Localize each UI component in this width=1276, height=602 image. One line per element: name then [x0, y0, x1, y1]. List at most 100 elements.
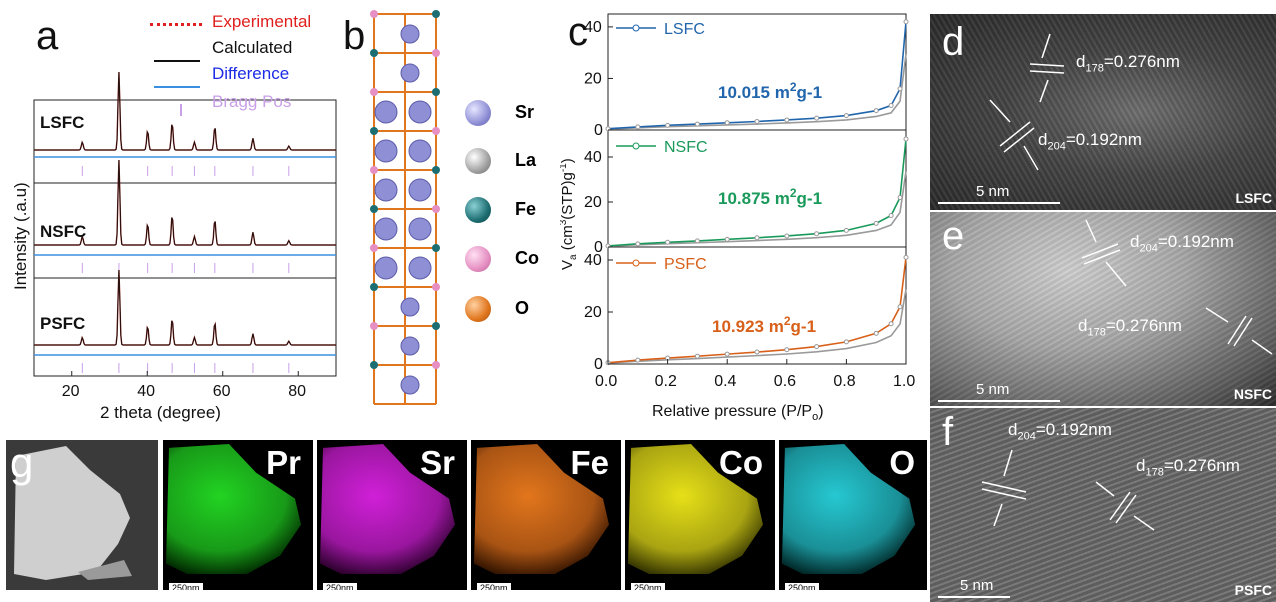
bet-point — [635, 357, 641, 363]
d-spacing-1: d178=0.276nm — [1076, 52, 1180, 75]
bet-desorption-lsfc — [607, 21, 907, 130]
atom-b-site — [432, 244, 440, 252]
sample-f: PSFC — [1234, 582, 1272, 598]
xrd-calc-psfc — [34, 269, 336, 346]
bet-point — [784, 347, 790, 353]
atom-b-site — [370, 283, 378, 291]
atom-sr-swatch — [465, 100, 491, 126]
atom-sr — [400, 63, 420, 83]
eds-map-o: O 250nm — [779, 440, 927, 590]
particle-silhouette — [14, 446, 132, 580]
sample-e: NSFC — [1233, 386, 1272, 402]
eds-label-co: Co — [719, 444, 763, 481]
legend-bragg-swatch — [180, 104, 182, 116]
panel-a-label: a — [36, 14, 59, 58]
bet-point — [873, 330, 879, 336]
bet-legend-lsfc: LSFC — [616, 21, 705, 38]
bet-point — [635, 241, 641, 247]
atom-b-site — [370, 166, 378, 174]
eds-scale-o: 250nm — [785, 583, 819, 590]
atom-sr — [374, 100, 398, 124]
atom-b-site — [432, 205, 440, 213]
atom-fe-label: Fe — [515, 199, 537, 219]
eds-map-pr: Pr 250nm — [163, 440, 313, 590]
bet-ytick-label: 20 — [584, 194, 602, 211]
bet-point — [897, 86, 903, 92]
bet-point — [724, 351, 730, 357]
panel-g-label: g — [10, 440, 34, 486]
bet-point — [873, 108, 879, 114]
bet-xtick-label: 1.0 — [893, 373, 915, 390]
atom-sr — [400, 297, 420, 317]
bet-legend-nsfc: NSFC — [616, 139, 708, 156]
hrtem-image-psfc: f d204=0.192nm d178=0.276nm 5 nm PSFC — [930, 408, 1276, 602]
atom-sr — [408, 178, 432, 202]
bet-xtick-label: 0.6 — [774, 373, 796, 390]
lattice-markers-f — [981, 449, 1155, 531]
atom-sr — [408, 256, 432, 280]
atom-co-swatch — [465, 246, 491, 272]
bet-point — [694, 353, 700, 359]
legend-calculated: Calculated — [212, 38, 293, 57]
atom-sr — [374, 256, 398, 280]
bet-point — [873, 220, 879, 226]
e-spacing-1: d204=0.192nm — [1130, 232, 1234, 255]
bet-xtick-label: 0.4 — [714, 373, 736, 390]
bet-point — [754, 235, 760, 241]
bet-xtick-label: 0.0 — [595, 373, 617, 390]
xrd-xtick-label: 60 — [213, 383, 231, 400]
atom-sr — [374, 178, 398, 202]
eds-scale-fe: 250nm — [477, 583, 511, 590]
bet-point — [784, 233, 790, 239]
bet-desorption-psfc — [607, 257, 907, 364]
atom-b-site — [432, 88, 440, 96]
xrd-calc-lsfc — [34, 71, 336, 151]
bet-adsorption-nsfc — [607, 171, 907, 248]
atom-legend: Sr La Fe Co O — [465, 100, 565, 340]
f-spacing-2: d178=0.276nm — [1136, 456, 1240, 479]
bet-ytick-label: 40 — [584, 149, 602, 166]
atom-sr — [400, 24, 420, 44]
atom-o-label: O — [515, 298, 530, 318]
atom-sr — [408, 217, 432, 241]
atom-sr — [374, 139, 398, 163]
hrtem-image-lsfc: d d178=0.276nm d204=0.192nm 5 nm LSFC — [930, 14, 1276, 210]
atom-b-site — [432, 283, 440, 291]
legend-experimental-swatch — [150, 23, 202, 28]
bet-point — [897, 195, 903, 200]
bet-point — [694, 238, 700, 244]
bet-ytick-label: 0 — [594, 356, 603, 373]
bet-ylabel: Va (cm3(STP)g-1) — [560, 158, 579, 270]
atom-sr — [408, 139, 432, 163]
bet-point — [665, 239, 671, 245]
atom-b-site — [370, 10, 378, 18]
atom-b-site — [370, 49, 378, 57]
bet-point — [724, 236, 730, 242]
bet-ytick-label: 40 — [584, 252, 602, 269]
eds-label-sr: Sr — [420, 444, 455, 481]
xrd-sample-psfc: PSFC — [40, 314, 86, 333]
crystal-structure — [370, 10, 440, 405]
atom-b-site — [432, 322, 440, 330]
bet-area-psfc: 10.923 m2g-1 — [712, 314, 816, 336]
atom-fe-swatch — [465, 197, 491, 223]
atom-b-site — [432, 10, 440, 18]
bet-point — [814, 344, 820, 350]
hrtem-image-nsfc: e d204=0.192nm d178=0.276nm 5 nm NSFC — [930, 212, 1276, 406]
atom-b-site — [370, 88, 378, 96]
atom-sr-label: Sr — [515, 102, 535, 122]
lattice-markers-e — [1081, 219, 1273, 355]
panel-e-label: e — [942, 214, 965, 258]
bet-legend-nsfc-text: NSFC — [664, 139, 708, 156]
atom-b-site — [432, 127, 440, 135]
bet-point — [897, 304, 903, 310]
bet-point — [843, 227, 849, 233]
bet-ytick-label: 40 — [584, 19, 602, 36]
atom-o-swatch — [465, 296, 491, 322]
sample-d: LSFC — [1235, 190, 1272, 206]
atom-sr — [400, 336, 420, 356]
atom-la-label: La — [515, 150, 537, 170]
bet-point — [814, 115, 820, 121]
bet-point — [843, 339, 849, 345]
